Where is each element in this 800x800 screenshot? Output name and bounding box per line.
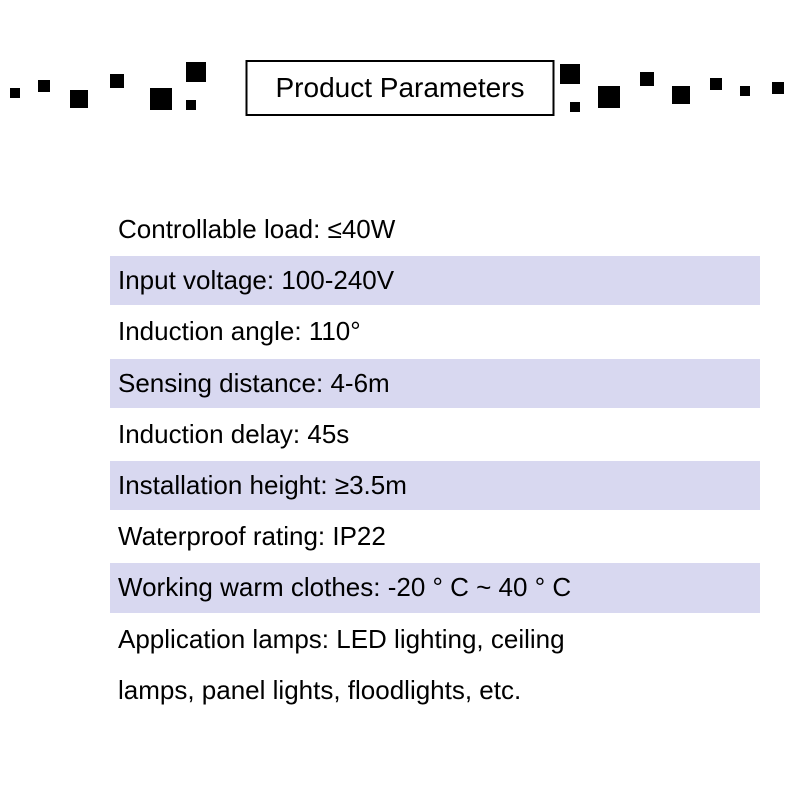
deco-square (598, 86, 620, 108)
param-row: Controllable load: ≤40W (110, 205, 760, 254)
deco-square (640, 72, 654, 86)
param-row: Installation height: ≥3.5m (110, 461, 760, 510)
deco-square (186, 100, 196, 110)
param-value: ≤40W (328, 214, 396, 244)
deco-square (672, 86, 690, 104)
deco-square (710, 78, 722, 90)
param-value: LED lighting, ceiling (336, 624, 564, 654)
param-value: 100-240V (281, 265, 394, 295)
page-title: Product Parameters (276, 72, 525, 103)
param-row: Induction angle: 110° (110, 307, 760, 356)
deco-square (772, 82, 784, 94)
param-label: Sensing distance: (118, 368, 330, 398)
deco-square (560, 64, 580, 84)
deco-square (150, 88, 172, 110)
param-row: Induction delay: 45s (110, 410, 760, 459)
title-box: Product Parameters (246, 60, 555, 116)
param-label: Working warm clothes: (118, 572, 388, 602)
deco-square (570, 102, 580, 112)
param-value: IP22 (332, 521, 386, 551)
param-row: Input voltage: 100-240V (110, 256, 760, 305)
deco-square (10, 88, 20, 98)
deco-square (186, 62, 206, 82)
param-label: Induction delay: (118, 419, 307, 449)
param-label: Installation height: (118, 470, 335, 500)
param-value: 4-6m (330, 368, 389, 398)
param-label: Application lamps: (118, 624, 336, 654)
param-label: Waterproof rating: (118, 521, 332, 551)
param-row: Waterproof rating: IP22 (110, 512, 760, 561)
deco-square (38, 80, 50, 92)
param-continuation: lamps, panel lights, floodlights, etc. (110, 666, 760, 715)
deco-square (110, 74, 124, 88)
param-row: Sensing distance: 4-6m (110, 359, 760, 408)
param-label: Input voltage: (118, 265, 281, 295)
param-label: Controllable load: (118, 214, 328, 244)
param-row: Working warm clothes: -20 ° C ~ 40 ° C (110, 563, 760, 612)
param-row: Application lamps: LED lighting, ceiling (110, 615, 760, 664)
deco-square (740, 86, 750, 96)
param-value: -20 ° C ~ 40 ° C (388, 572, 571, 602)
param-value: ≥3.5m (335, 470, 407, 500)
param-value: 110° (309, 316, 361, 346)
param-label: Induction angle: (118, 316, 309, 346)
deco-square (70, 90, 88, 108)
parameters-list: Controllable load: ≤40WInput voltage: 10… (0, 205, 800, 715)
param-value: 45s (307, 419, 349, 449)
header-region: Product Parameters (0, 0, 800, 145)
